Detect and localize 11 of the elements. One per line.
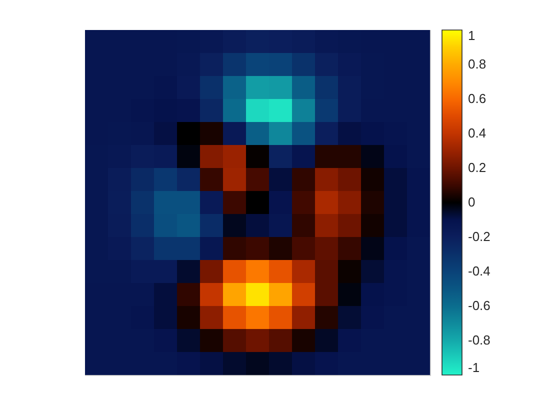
color-bar-label: 0.8 xyxy=(468,56,486,72)
color-bar-label: -0.2 xyxy=(468,229,490,244)
color-bar-label: 0.4 xyxy=(468,126,486,140)
color-bar-label: -1 xyxy=(468,360,480,375)
color-bar-label: -0.8 xyxy=(468,332,490,348)
color-bar-label: 1 xyxy=(468,28,476,43)
color-bar-label: -0.4 xyxy=(468,264,490,278)
color-bar-label: -0.6 xyxy=(468,298,490,313)
color-bar-label: 0.6 xyxy=(468,91,486,106)
color-bar-label: 0.2 xyxy=(468,160,486,175)
color-bar-label: 0 xyxy=(468,194,476,210)
